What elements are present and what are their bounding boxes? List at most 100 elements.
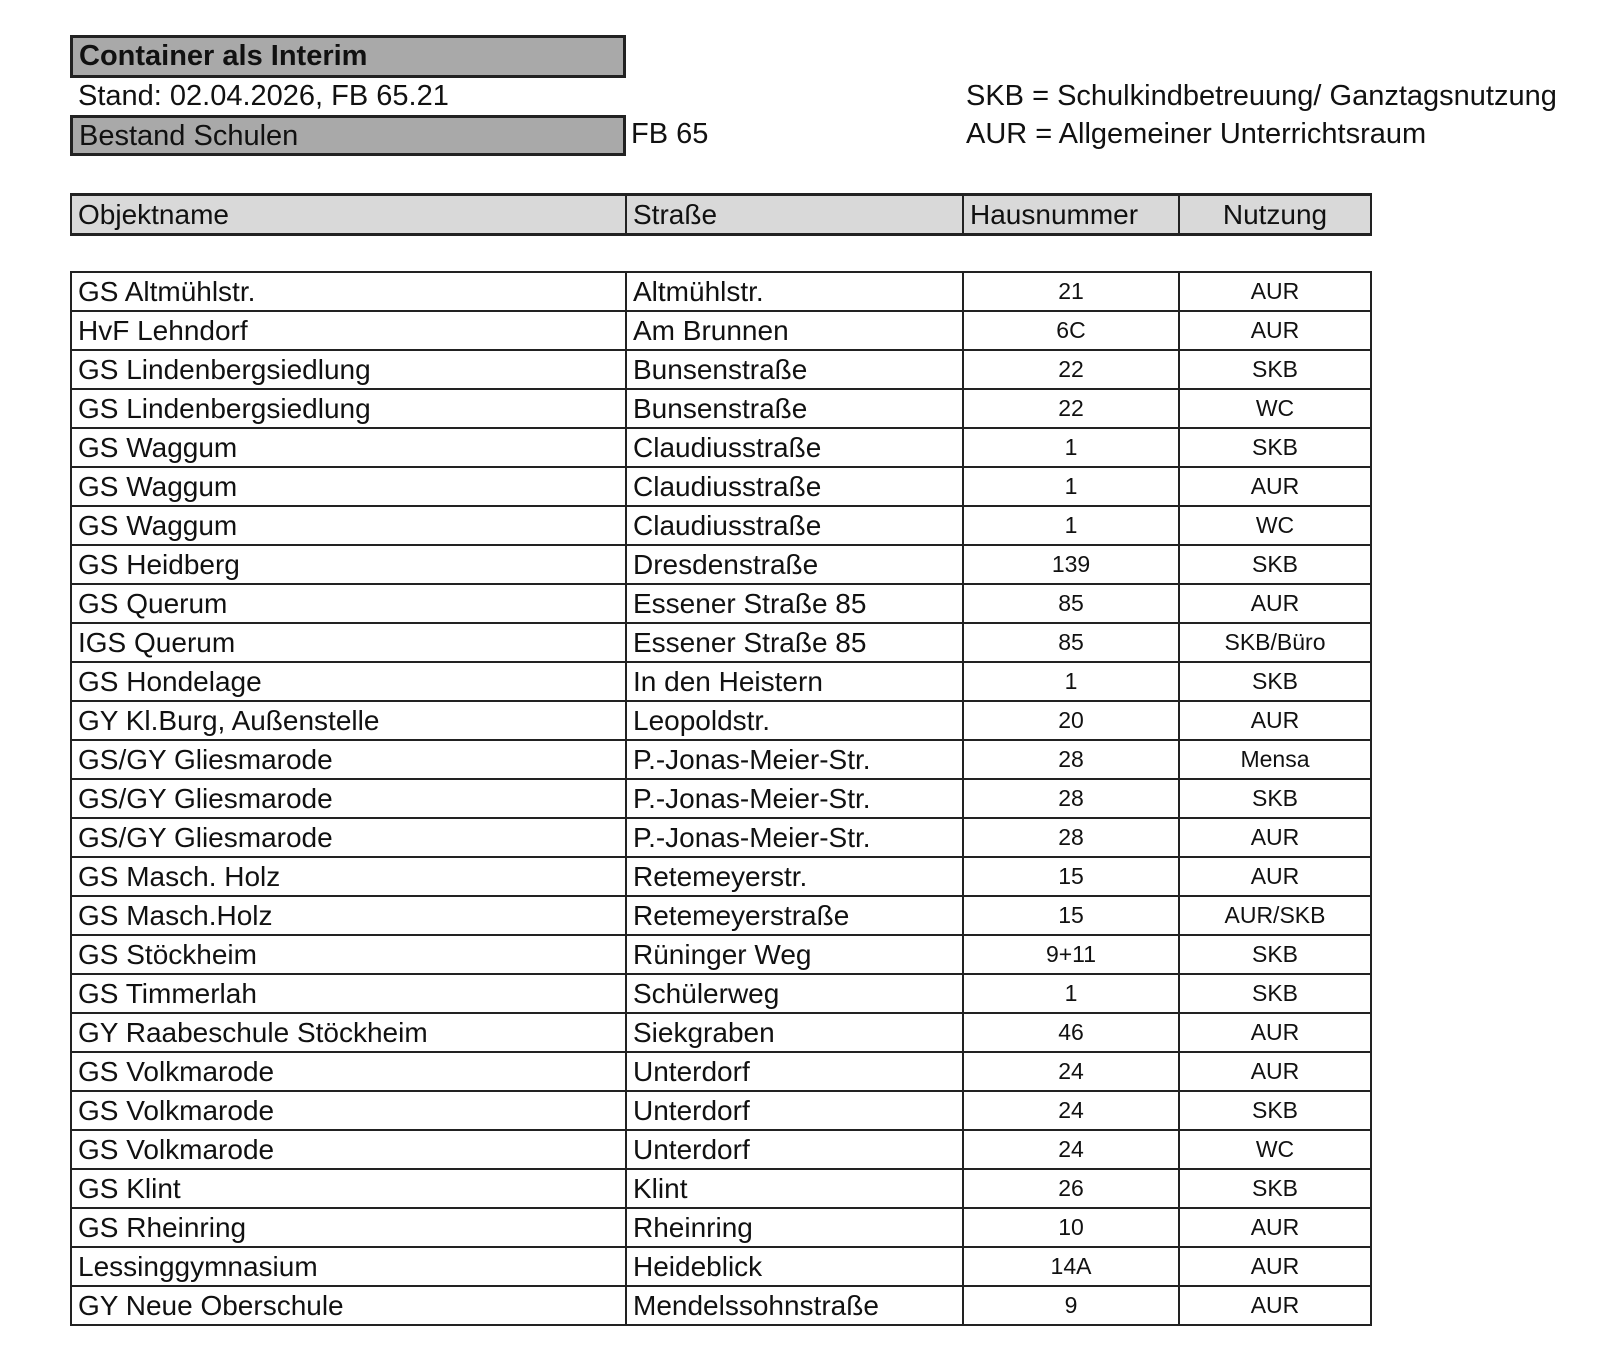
- cell-nutzung: AUR: [1178, 700, 1372, 741]
- cell-strasse: Claudiusstraße: [625, 466, 964, 507]
- cell-objektname: GS Hondelage: [70, 661, 627, 702]
- table-row: GS Waggum Claudiusstraße 1 WC: [70, 505, 1372, 546]
- cell-objektname: GY Neue Oberschule: [70, 1285, 627, 1326]
- column-header-objektname: Objektname: [70, 193, 627, 236]
- cell-nutzung: Mensa: [1178, 739, 1372, 780]
- cell-hausnummer: 1: [962, 973, 1180, 1014]
- table-row: GS Waggum Claudiusstraße 1 SKB: [70, 427, 1372, 468]
- cell-nutzung: WC: [1178, 1129, 1372, 1170]
- cell-hausnummer: 9: [962, 1285, 1180, 1326]
- table-row: GS Volkmarode Unterdorf 24 WC: [70, 1129, 1372, 1170]
- cell-strasse: Dresdenstraße: [625, 544, 964, 585]
- cell-nutzung: AUR: [1178, 1285, 1372, 1326]
- cell-objektname: GS Waggum: [70, 505, 627, 546]
- cell-hausnummer: 1: [962, 661, 1180, 702]
- table-row: IGS Querum Essener Straße 85 85 SKB/Büro: [70, 622, 1372, 663]
- table-row: GY Kl.Burg, Außenstelle Leopoldstr. 20 AUR: [70, 700, 1372, 741]
- section-label: Bestand Schulen: [70, 115, 626, 156]
- table-row: GS Rheinring Rheinring 10 AUR: [70, 1207, 1372, 1248]
- cell-hausnummer: 1: [962, 427, 1180, 468]
- cell-hausnummer: 1: [962, 466, 1180, 507]
- cell-hausnummer: 10: [962, 1207, 1180, 1248]
- column-header-hausnummer: Hausnummer: [962, 193, 1180, 236]
- cell-hausnummer: 24: [962, 1051, 1180, 1092]
- cell-nutzung: WC: [1178, 505, 1372, 546]
- cell-strasse: Bunsenstraße: [625, 349, 964, 390]
- table-row: GS Masch.Holz Retemeyerstraße 15 AUR/SKB: [70, 895, 1372, 936]
- cell-strasse: Rheinring: [625, 1207, 964, 1248]
- cell-hausnummer: 24: [962, 1090, 1180, 1131]
- cell-nutzung: AUR: [1178, 310, 1372, 351]
- cell-hausnummer: 85: [962, 583, 1180, 624]
- cell-strasse: Claudiusstraße: [625, 427, 964, 468]
- table-row: GS/GY Gliesmarode P.-Jonas-Meier-Str. 28 SK…: [70, 778, 1372, 819]
- cell-strasse: Claudiusstraße: [625, 505, 964, 546]
- cell-objektname: GS Masch.Holz: [70, 895, 627, 936]
- cell-strasse: Rüninger Weg: [625, 934, 964, 975]
- table-row: GS Volkmarode Unterdorf 24 AUR: [70, 1051, 1372, 1092]
- cell-objektname: GS Querum: [70, 583, 627, 624]
- cell-nutzung: AUR: [1178, 1051, 1372, 1092]
- cell-nutzung: AUR: [1178, 1246, 1372, 1287]
- table-row: GS Volkmarode Unterdorf 24 SKB: [70, 1090, 1372, 1131]
- cell-objektname: GS Masch. Holz: [70, 856, 627, 897]
- table-row: GS Waggum Claudiusstraße 1 AUR: [70, 466, 1372, 507]
- cell-nutzung: AUR: [1178, 271, 1372, 312]
- table-row: HvF Lehndorf Am Brunnen 6C AUR: [70, 310, 1372, 351]
- cell-nutzung: AUR: [1178, 583, 1372, 624]
- cell-nutzung: SKB: [1178, 778, 1372, 819]
- document-title: Container als Interim: [70, 35, 626, 78]
- cell-hausnummer: 15: [962, 895, 1180, 936]
- cell-objektname: GY Raabeschule Stöckheim: [70, 1012, 627, 1053]
- table-row: GS Timmerlah Schülerweg 1 SKB: [70, 973, 1372, 1014]
- cell-strasse: Altmühlstr.: [625, 271, 964, 312]
- cell-objektname: GS Volkmarode: [70, 1090, 627, 1131]
- cell-objektname: GS Rheinring: [70, 1207, 627, 1248]
- cell-strasse: P.-Jonas-Meier-Str.: [625, 739, 964, 780]
- cell-nutzung: SKB: [1178, 973, 1372, 1014]
- cell-nutzung: AUR: [1178, 817, 1372, 858]
- cell-hausnummer: 22: [962, 388, 1180, 429]
- container-table: GS Altmühlstr. Altmühlstr. 21 AUR HvF Lehndo…: [70, 271, 1372, 1326]
- cell-strasse: Bunsenstraße: [625, 388, 964, 429]
- cell-hausnummer: 14A: [962, 1246, 1180, 1287]
- cell-nutzung: WC: [1178, 388, 1372, 429]
- cell-nutzung: SKB: [1178, 1168, 1372, 1209]
- cell-objektname: GS Stöckheim: [70, 934, 627, 975]
- table-row: GY Neue Oberschule Mendelssohnstraße 9 AUR: [70, 1285, 1372, 1326]
- legend-skb: SKB = Schulkindbetreuung/ Ganztagsnutzun…: [966, 80, 1557, 112]
- table-row: GS Altmühlstr. Altmühlstr. 21 AUR: [70, 271, 1372, 312]
- cell-nutzung: SKB: [1178, 544, 1372, 585]
- cell-strasse: P.-Jonas-Meier-Str.: [625, 817, 964, 858]
- cell-objektname: GS Lindenbergsiedlung: [70, 388, 627, 429]
- cell-hausnummer: 20: [962, 700, 1180, 741]
- cell-hausnummer: 21: [962, 271, 1180, 312]
- cell-nutzung: SKB: [1178, 427, 1372, 468]
- table-row: GS Hondelage In den Heistern 1 SKB: [70, 661, 1372, 702]
- cell-objektname: GS Waggum: [70, 466, 627, 507]
- cell-nutzung: AUR: [1178, 856, 1372, 897]
- cell-objektname: Lessinggymnasium: [70, 1246, 627, 1287]
- stand-date: Stand: 02.04.2026, FB 65.21: [78, 80, 449, 112]
- cell-strasse: Klint: [625, 1168, 964, 1209]
- cell-strasse: Retemeyerstr.: [625, 856, 964, 897]
- cell-nutzung: SKB: [1178, 1090, 1372, 1131]
- column-header-strasse: Straße: [625, 193, 964, 236]
- table-row: GS Heidberg Dresdenstraße 139 SKB: [70, 544, 1372, 585]
- cell-nutzung: AUR: [1178, 1012, 1372, 1053]
- table-row: GS Lindenbergsiedlung Bunsenstraße 22 SKB: [70, 349, 1372, 390]
- cell-strasse: Schülerweg: [625, 973, 964, 1014]
- cell-objektname: GS Altmühlstr.: [70, 271, 627, 312]
- cell-objektname: HvF Lehndorf: [70, 310, 627, 351]
- cell-strasse: Essener Straße 85: [625, 622, 964, 663]
- cell-strasse: Heideblick: [625, 1246, 964, 1287]
- table-row: GS/GY Gliesmarode P.-Jonas-Meier-Str. 28 Me…: [70, 739, 1372, 780]
- table-row: GS Lindenbergsiedlung Bunsenstraße 22 WC: [70, 388, 1372, 429]
- cell-hausnummer: 9+11: [962, 934, 1180, 975]
- cell-nutzung: AUR: [1178, 1207, 1372, 1248]
- cell-nutzung: SKB: [1178, 661, 1372, 702]
- table-row: GY Raabeschule Stöckheim Siekgraben 46 AUR: [70, 1012, 1372, 1053]
- cell-hausnummer: 6C: [962, 310, 1180, 351]
- cell-hausnummer: 22: [962, 349, 1180, 390]
- cell-objektname: GS Heidberg: [70, 544, 627, 585]
